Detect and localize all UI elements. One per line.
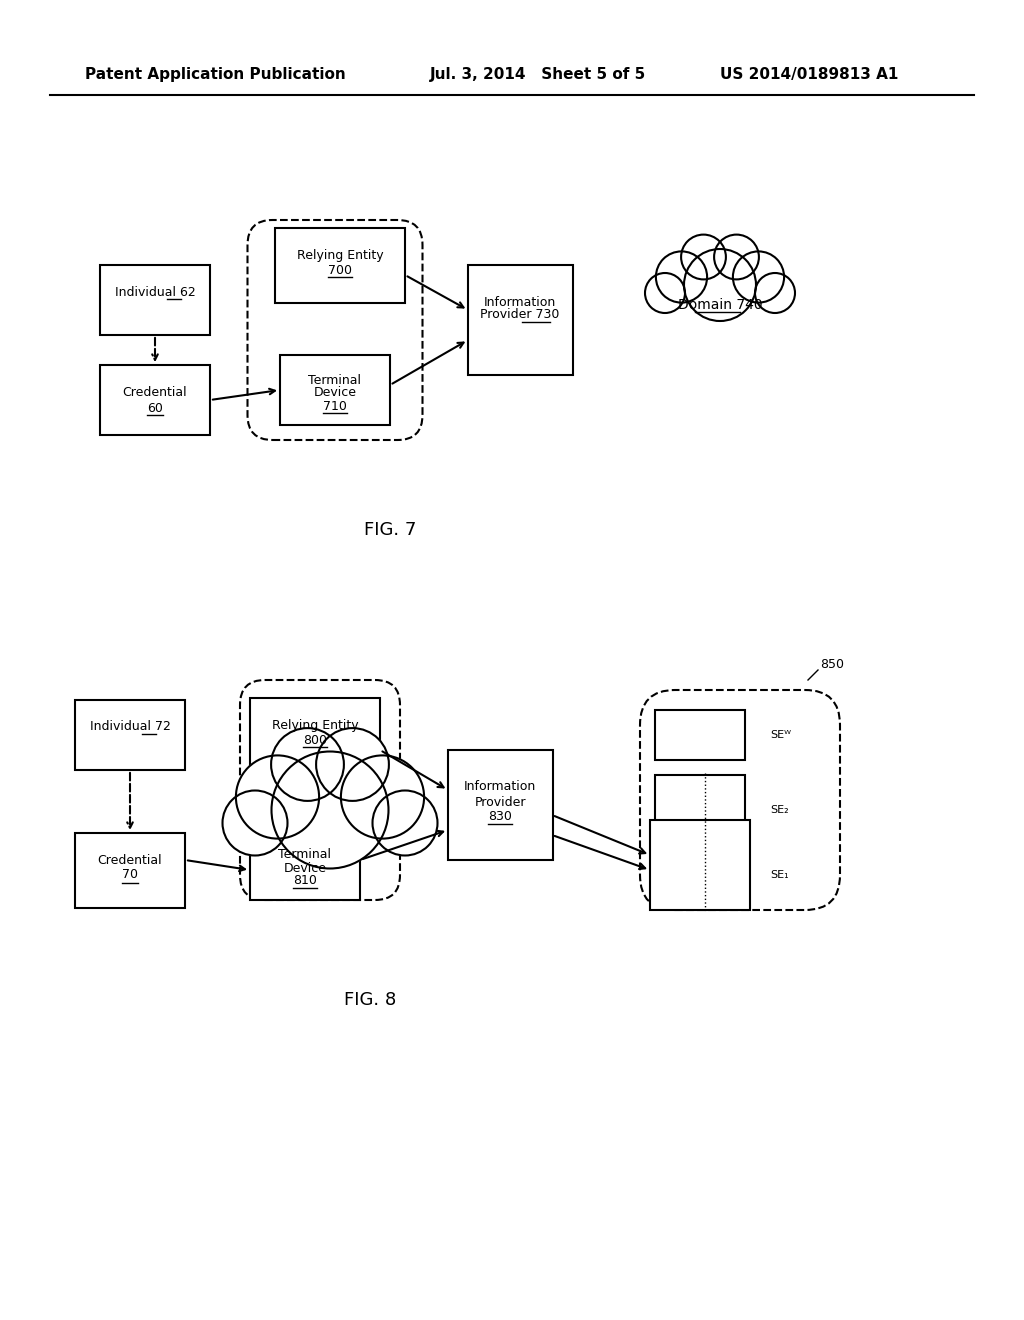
FancyBboxPatch shape bbox=[650, 820, 750, 909]
Circle shape bbox=[656, 251, 708, 302]
Circle shape bbox=[733, 251, 784, 302]
Circle shape bbox=[222, 791, 288, 855]
Text: SE₂: SE₂ bbox=[770, 805, 788, 814]
Text: SE₁: SE₁ bbox=[770, 870, 788, 880]
Circle shape bbox=[645, 273, 685, 313]
Circle shape bbox=[373, 791, 437, 855]
Text: Provider 730: Provider 730 bbox=[480, 309, 560, 322]
FancyBboxPatch shape bbox=[75, 833, 185, 908]
Text: SEᵂ: SEᵂ bbox=[770, 730, 791, 741]
FancyBboxPatch shape bbox=[280, 355, 390, 425]
FancyBboxPatch shape bbox=[655, 710, 745, 760]
Text: 710: 710 bbox=[323, 400, 347, 412]
Text: Domain 740: Domain 740 bbox=[678, 298, 762, 312]
Circle shape bbox=[271, 729, 344, 801]
Text: Patent Application Publication: Patent Application Publication bbox=[85, 67, 346, 82]
FancyBboxPatch shape bbox=[655, 775, 745, 825]
Text: 810: 810 bbox=[293, 874, 317, 887]
FancyBboxPatch shape bbox=[250, 830, 360, 900]
FancyBboxPatch shape bbox=[100, 265, 210, 335]
Text: 70: 70 bbox=[122, 869, 138, 882]
Text: Information: Information bbox=[484, 296, 556, 309]
Text: 700: 700 bbox=[328, 264, 352, 276]
Text: Terminal: Terminal bbox=[279, 849, 332, 862]
Text: Individual 72: Individual 72 bbox=[89, 721, 170, 734]
Text: 830: 830 bbox=[488, 810, 512, 824]
Text: Individual 62: Individual 62 bbox=[115, 285, 196, 298]
Text: FIG. 8: FIG. 8 bbox=[344, 991, 396, 1008]
Text: Relying Entity: Relying Entity bbox=[271, 718, 358, 731]
Text: Credential: Credential bbox=[123, 385, 187, 399]
FancyBboxPatch shape bbox=[468, 265, 572, 375]
Circle shape bbox=[681, 235, 726, 280]
Circle shape bbox=[684, 249, 756, 321]
Text: Information: Information bbox=[464, 780, 537, 793]
FancyBboxPatch shape bbox=[75, 700, 185, 770]
Text: 60: 60 bbox=[147, 401, 163, 414]
Circle shape bbox=[271, 751, 388, 869]
Text: US 2014/0189813 A1: US 2014/0189813 A1 bbox=[720, 67, 898, 82]
Text: Credential: Credential bbox=[97, 854, 163, 866]
Text: Device: Device bbox=[313, 387, 356, 400]
Text: Device: Device bbox=[284, 862, 327, 874]
FancyBboxPatch shape bbox=[250, 697, 380, 772]
Text: 800: 800 bbox=[303, 734, 327, 747]
FancyBboxPatch shape bbox=[100, 366, 210, 436]
Text: Relying Entity: Relying Entity bbox=[297, 248, 383, 261]
Circle shape bbox=[236, 755, 319, 838]
Text: 850: 850 bbox=[820, 659, 844, 672]
Text: Provider: Provider bbox=[474, 796, 525, 808]
Text: FIG. 7: FIG. 7 bbox=[364, 521, 416, 539]
Text: Jul. 3, 2014   Sheet 5 of 5: Jul. 3, 2014 Sheet 5 of 5 bbox=[430, 67, 646, 82]
FancyBboxPatch shape bbox=[275, 227, 406, 302]
Text: Terminal: Terminal bbox=[308, 374, 361, 387]
Circle shape bbox=[341, 755, 424, 838]
Circle shape bbox=[714, 235, 759, 280]
Circle shape bbox=[755, 273, 795, 313]
Circle shape bbox=[316, 729, 389, 801]
FancyBboxPatch shape bbox=[447, 750, 553, 861]
